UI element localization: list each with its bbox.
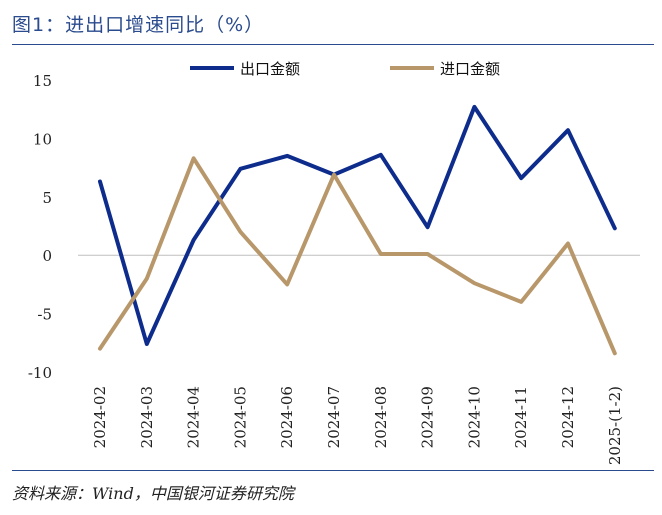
x-tick-label: 2024-02 bbox=[91, 386, 109, 448]
y-tick-label: 0 bbox=[42, 247, 52, 265]
top-rule bbox=[12, 44, 654, 45]
x-axis: 2024-02 2024-03 2024-04 2024-05 2024-06 2024-… bbox=[91, 386, 624, 465]
y-tick-label: -10 bbox=[28, 364, 52, 382]
x-tick-label: 2024-12 bbox=[559, 386, 577, 448]
export-series-line bbox=[98, 104, 617, 346]
legend-label: 出口金额 bbox=[240, 60, 300, 78]
x-tick-label: 2024-07 bbox=[325, 386, 343, 448]
y-axis: 15 10 5 0 -5 -10 bbox=[28, 72, 52, 382]
legend-label: 进口金额 bbox=[440, 60, 500, 78]
y-tick-label: 5 bbox=[42, 189, 52, 207]
y-tick-label: 10 bbox=[33, 130, 52, 148]
x-tick-label: 2024-11 bbox=[512, 386, 530, 448]
legend: 出口金额 进口金额 bbox=[190, 60, 500, 78]
y-tick-label: 15 bbox=[33, 72, 52, 90]
x-tick-label: 2024-08 bbox=[372, 386, 390, 448]
x-tick-label: 2024-03 bbox=[138, 386, 156, 448]
series-lines bbox=[98, 104, 617, 356]
y-tick-label: -5 bbox=[37, 306, 52, 324]
import-series-line bbox=[98, 156, 617, 356]
source-note: 资料来源：Wind，中国银河证券研究院 bbox=[12, 484, 294, 503]
x-tick-label: 2024-05 bbox=[231, 386, 249, 448]
x-tick-label: 2024-04 bbox=[185, 386, 203, 448]
x-tick-label: 2024-09 bbox=[419, 386, 437, 448]
x-tick-label: 2024-10 bbox=[465, 386, 483, 448]
bottom-rule bbox=[12, 470, 654, 471]
x-tick-label: 2024-06 bbox=[278, 386, 296, 448]
chart-title: 图1：进出口增速同比（%） bbox=[12, 14, 265, 36]
x-tick-label: 2025-(1-2) bbox=[606, 386, 624, 465]
